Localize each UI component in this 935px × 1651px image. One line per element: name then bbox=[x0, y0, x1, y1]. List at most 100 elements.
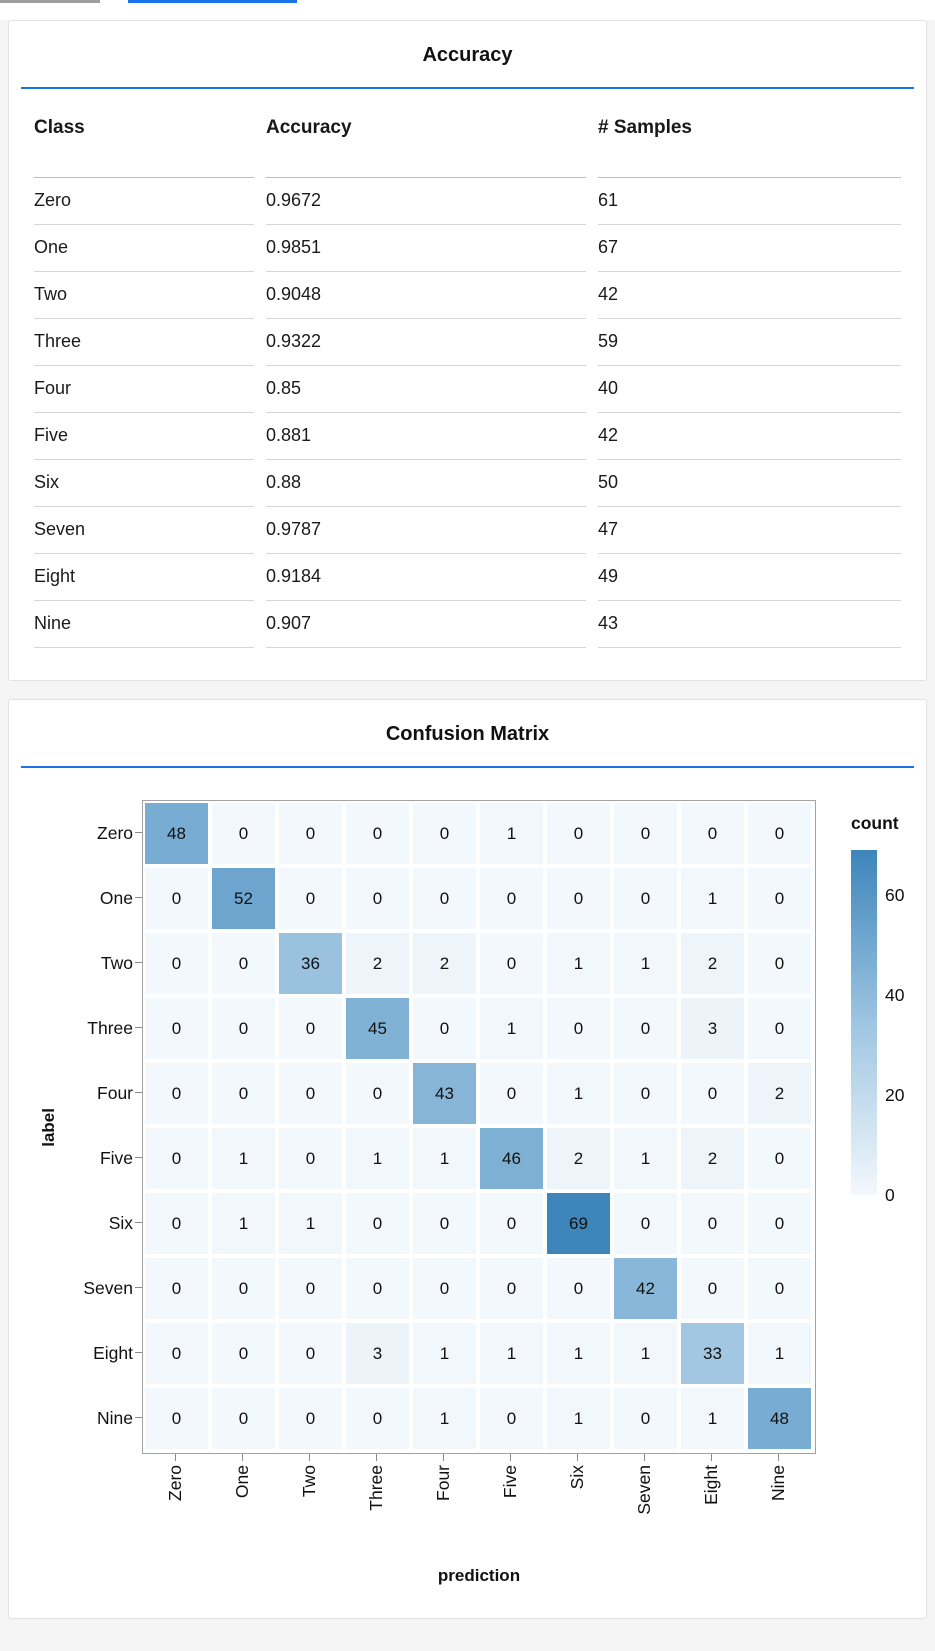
matrix-cell[interactable]: 52 bbox=[210, 866, 277, 931]
matrix-cell[interactable]: 0 bbox=[545, 1256, 612, 1321]
matrix-cell[interactable]: 0 bbox=[143, 996, 210, 1061]
matrix-cell[interactable]: 48 bbox=[746, 1386, 813, 1451]
tab-indicator-active[interactable] bbox=[128, 0, 297, 3]
matrix-cell[interactable]: 0 bbox=[545, 801, 612, 866]
matrix-cell[interactable]: 0 bbox=[143, 1126, 210, 1191]
matrix-cell[interactable]: 1 bbox=[746, 1321, 813, 1386]
matrix-cell[interactable]: 1 bbox=[679, 866, 746, 931]
matrix-cell[interactable]: 0 bbox=[612, 996, 679, 1061]
matrix-cell[interactable]: 0 bbox=[277, 1256, 344, 1321]
matrix-cell[interactable]: 1 bbox=[545, 1061, 612, 1126]
matrix-cell[interactable]: 0 bbox=[411, 1191, 478, 1256]
matrix-cell[interactable]: 0 bbox=[210, 801, 277, 866]
matrix-cell[interactable]: 1 bbox=[612, 1321, 679, 1386]
matrix-cell[interactable]: 0 bbox=[143, 1061, 210, 1126]
matrix-cell[interactable]: 0 bbox=[746, 996, 813, 1061]
matrix-cell[interactable]: 42 bbox=[612, 1256, 679, 1321]
matrix-cell[interactable]: 2 bbox=[545, 1126, 612, 1191]
matrix-cell[interactable]: 0 bbox=[411, 996, 478, 1061]
matrix-cell[interactable]: 0 bbox=[210, 996, 277, 1061]
matrix-cell[interactable]: 0 bbox=[746, 1126, 813, 1191]
matrix-cell[interactable]: 0 bbox=[746, 866, 813, 931]
matrix-cell[interactable]: 43 bbox=[411, 1061, 478, 1126]
matrix-cell[interactable]: 1 bbox=[612, 931, 679, 996]
matrix-cell[interactable]: 0 bbox=[277, 1061, 344, 1126]
matrix-cell[interactable]: 0 bbox=[210, 1061, 277, 1126]
matrix-cell[interactable]: 0 bbox=[545, 866, 612, 931]
matrix-cell[interactable]: 2 bbox=[746, 1061, 813, 1126]
matrix-cell[interactable]: 0 bbox=[143, 931, 210, 996]
matrix-cell[interactable]: 0 bbox=[746, 931, 813, 996]
matrix-cell[interactable]: 0 bbox=[411, 866, 478, 931]
matrix-cell[interactable]: 45 bbox=[344, 996, 411, 1061]
matrix-cell[interactable]: 0 bbox=[277, 1321, 344, 1386]
matrix-cell[interactable]: 0 bbox=[478, 1061, 545, 1126]
matrix-cell[interactable]: 46 bbox=[478, 1126, 545, 1191]
matrix-cell[interactable]: 1 bbox=[411, 1126, 478, 1191]
matrix-cell[interactable]: 1 bbox=[545, 1386, 612, 1451]
matrix-cell[interactable]: 1 bbox=[210, 1191, 277, 1256]
matrix-cell[interactable]: 0 bbox=[344, 801, 411, 866]
matrix-cell[interactable]: 2 bbox=[679, 931, 746, 996]
matrix-cell[interactable]: 36 bbox=[277, 931, 344, 996]
matrix-cell[interactable]: 0 bbox=[344, 1386, 411, 1451]
matrix-cell[interactable]: 0 bbox=[746, 801, 813, 866]
matrix-cell[interactable]: 0 bbox=[612, 801, 679, 866]
matrix-cell[interactable]: 0 bbox=[478, 866, 545, 931]
matrix-cell[interactable]: 1 bbox=[545, 931, 612, 996]
matrix-cell[interactable]: 0 bbox=[277, 866, 344, 931]
matrix-cell[interactable]: 0 bbox=[143, 1386, 210, 1451]
matrix-cell[interactable]: 0 bbox=[679, 1256, 746, 1321]
matrix-cell[interactable]: 0 bbox=[143, 1256, 210, 1321]
matrix-cell[interactable]: 0 bbox=[210, 1256, 277, 1321]
matrix-cell[interactable]: 3 bbox=[679, 996, 746, 1061]
matrix-cell[interactable]: 0 bbox=[478, 1386, 545, 1451]
matrix-cell[interactable]: 0 bbox=[612, 866, 679, 931]
matrix-cell[interactable]: 1 bbox=[478, 1321, 545, 1386]
matrix-cell[interactable]: 2 bbox=[344, 931, 411, 996]
matrix-cell[interactable]: 0 bbox=[344, 866, 411, 931]
matrix-cell[interactable]: 0 bbox=[545, 996, 612, 1061]
matrix-cell[interactable]: 0 bbox=[478, 1256, 545, 1321]
matrix-cell[interactable]: 33 bbox=[679, 1321, 746, 1386]
matrix-cell[interactable]: 1 bbox=[478, 996, 545, 1061]
matrix-cell[interactable]: 0 bbox=[411, 1256, 478, 1321]
matrix-cell[interactable]: 48 bbox=[143, 801, 210, 866]
matrix-cell[interactable]: 0 bbox=[277, 801, 344, 866]
matrix-cell[interactable]: 1 bbox=[277, 1191, 344, 1256]
matrix-cell[interactable]: 1 bbox=[478, 801, 545, 866]
matrix-cell[interactable]: 1 bbox=[411, 1321, 478, 1386]
matrix-cell[interactable]: 0 bbox=[143, 1321, 210, 1386]
matrix-cell[interactable]: 0 bbox=[344, 1256, 411, 1321]
matrix-cell[interactable]: 0 bbox=[277, 1126, 344, 1191]
matrix-cell[interactable]: 0 bbox=[612, 1061, 679, 1126]
matrix-cell[interactable]: 0 bbox=[277, 1386, 344, 1451]
matrix-cell[interactable]: 69 bbox=[545, 1191, 612, 1256]
matrix-cell[interactable]: 1 bbox=[679, 1386, 746, 1451]
matrix-cell[interactable]: 0 bbox=[210, 1321, 277, 1386]
matrix-cell[interactable]: 0 bbox=[746, 1191, 813, 1256]
matrix-cell[interactable]: 0 bbox=[612, 1386, 679, 1451]
matrix-cell[interactable]: 0 bbox=[143, 1191, 210, 1256]
matrix-cell[interactable]: 0 bbox=[277, 996, 344, 1061]
matrix-cell[interactable]: 0 bbox=[411, 801, 478, 866]
matrix-cell[interactable]: 0 bbox=[679, 1191, 746, 1256]
tab-indicator-inactive[interactable] bbox=[0, 0, 100, 3]
matrix-cell[interactable]: 0 bbox=[143, 866, 210, 931]
matrix-cell[interactable]: 1 bbox=[344, 1126, 411, 1191]
matrix-cell[interactable]: 0 bbox=[612, 1191, 679, 1256]
matrix-cell[interactable]: 1 bbox=[411, 1386, 478, 1451]
matrix-cell[interactable]: 1 bbox=[545, 1321, 612, 1386]
matrix-cell[interactable]: 2 bbox=[411, 931, 478, 996]
matrix-cell[interactable]: 0 bbox=[344, 1191, 411, 1256]
matrix-cell[interactable]: 1 bbox=[612, 1126, 679, 1191]
matrix-cell[interactable]: 1 bbox=[210, 1126, 277, 1191]
matrix-cell[interactable]: 0 bbox=[478, 1191, 545, 1256]
matrix-cell[interactable]: 3 bbox=[344, 1321, 411, 1386]
matrix-cell[interactable]: 0 bbox=[679, 801, 746, 866]
matrix-cell[interactable]: 2 bbox=[679, 1126, 746, 1191]
matrix-cell[interactable]: 0 bbox=[746, 1256, 813, 1321]
matrix-cell[interactable]: 0 bbox=[210, 931, 277, 996]
matrix-cell[interactable]: 0 bbox=[210, 1386, 277, 1451]
matrix-cell[interactable]: 0 bbox=[679, 1061, 746, 1126]
